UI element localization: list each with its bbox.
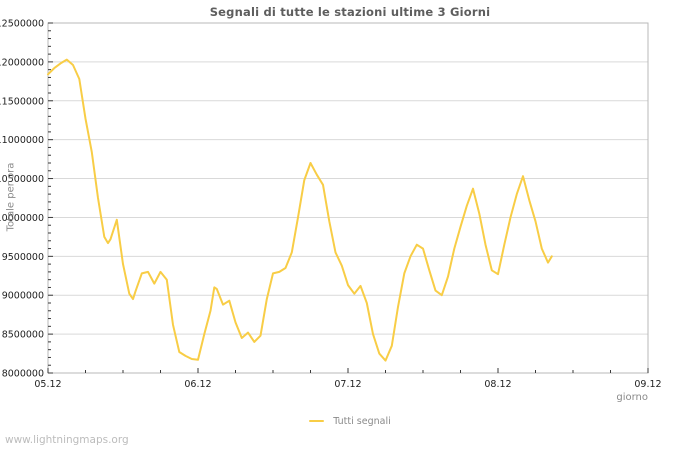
y-tick-label: 11500000	[0, 96, 44, 107]
legend-label: Tutti segnali	[333, 415, 391, 427]
plot-frame	[47, 22, 649, 374]
y-tick-label: 10500000	[0, 174, 44, 185]
y-tick-label: 11000000	[0, 135, 44, 146]
x-tick-label: 08.12	[484, 379, 511, 390]
x-tick-label: 06.12	[184, 379, 211, 390]
y-tick-label: 12500000	[0, 19, 44, 30]
y-tick-label: 10000000	[0, 213, 44, 224]
series-line	[47, 58, 553, 362]
legend-line-swatch	[309, 420, 325, 422]
x-tick-label: 05.12	[34, 379, 61, 390]
y-tick-label: 9500000	[2, 252, 44, 263]
y-tick-label: 12000000	[0, 57, 44, 68]
y-tick-label: 8500000	[2, 330, 44, 341]
chart-title: Segnali di tutte le stazioni ultime 3 Gi…	[209, 5, 491, 19]
watermark: www.lightningmaps.org	[5, 434, 129, 446]
y-tick-label: 8000000	[2, 369, 44, 380]
x-axis-label: giorno	[616, 392, 648, 403]
y-axis-label: Totale per ora	[5, 162, 17, 232]
legend: Tutti segnali	[0, 413, 700, 429]
y-tick-label: 9000000	[2, 291, 44, 302]
x-tick-label: 07.12	[334, 379, 361, 390]
x-tick-label: 09.12	[634, 379, 661, 390]
